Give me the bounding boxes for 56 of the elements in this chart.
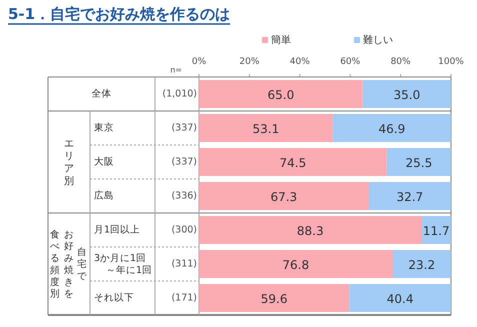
- bar: [199, 250, 393, 278]
- bar: [199, 148, 387, 176]
- text: 74.5: [280, 156, 306, 170]
- text: 23.2: [408, 258, 436, 272]
- text: 食べる頻度別: [50, 228, 60, 300]
- text: (337): [171, 122, 197, 134]
- text: 88.3: [296, 224, 324, 238]
- legend-label: 簡単: [271, 34, 291, 46]
- text: 25.5: [406, 156, 432, 170]
- bar: [368, 182, 451, 210]
- bar: [392, 250, 451, 278]
- x-tick-label: 100%: [438, 57, 464, 67]
- y-tick-label: 広島: [94, 190, 114, 202]
- text: (337): [171, 156, 197, 168]
- text: お好み焼きを: [64, 228, 74, 300]
- text: (311): [171, 258, 197, 270]
- y-tick-label: 月1回以上: [94, 224, 140, 236]
- text: 35.0: [394, 88, 420, 102]
- text: 11.7: [422, 224, 450, 238]
- text: 59.6: [260, 292, 288, 306]
- y-tick-label: 3か月に1回～年に1回: [94, 252, 152, 276]
- text: (336): [171, 190, 197, 202]
- bar: [332, 114, 451, 142]
- text: (300): [171, 224, 197, 236]
- text: (171): [171, 292, 197, 304]
- text: (1,010): [162, 88, 197, 100]
- text: 自宅で: [77, 246, 88, 282]
- chart-title: 5-1．自宅でお好み焼を作るのは: [8, 5, 230, 23]
- x-tick-label: 20%: [239, 57, 260, 67]
- text: 65.0: [268, 88, 294, 102]
- x-tick-label: 60%: [340, 57, 361, 67]
- y-tick-label: 大阪: [94, 156, 114, 168]
- bar: [199, 284, 350, 312]
- bar: [422, 216, 451, 244]
- bar: [362, 80, 451, 108]
- bar: [349, 284, 451, 312]
- text: 67.3: [270, 190, 298, 204]
- text: 76.8: [282, 258, 310, 272]
- text: エリア別: [64, 138, 74, 186]
- bar: [199, 80, 363, 108]
- bar: [386, 148, 451, 176]
- y-tick-label: 全体: [92, 88, 112, 100]
- bar: [199, 114, 333, 142]
- y-tick-label: 東京: [94, 122, 114, 134]
- text: 46.9: [378, 122, 406, 136]
- y-tick-label: それ以下: [94, 292, 134, 304]
- text: n=: [170, 66, 182, 74]
- x-tick-label: 40%: [290, 57, 310, 67]
- bar: [199, 182, 369, 210]
- text: 53.1: [252, 122, 280, 136]
- legend-label: 難しい: [363, 34, 393, 46]
- text: 40.4: [386, 292, 414, 306]
- text: 32.7: [396, 190, 424, 204]
- x-tick-label: 80%: [390, 57, 412, 67]
- bar: [199, 216, 422, 244]
- x-tick-label: 0%: [192, 57, 207, 67]
